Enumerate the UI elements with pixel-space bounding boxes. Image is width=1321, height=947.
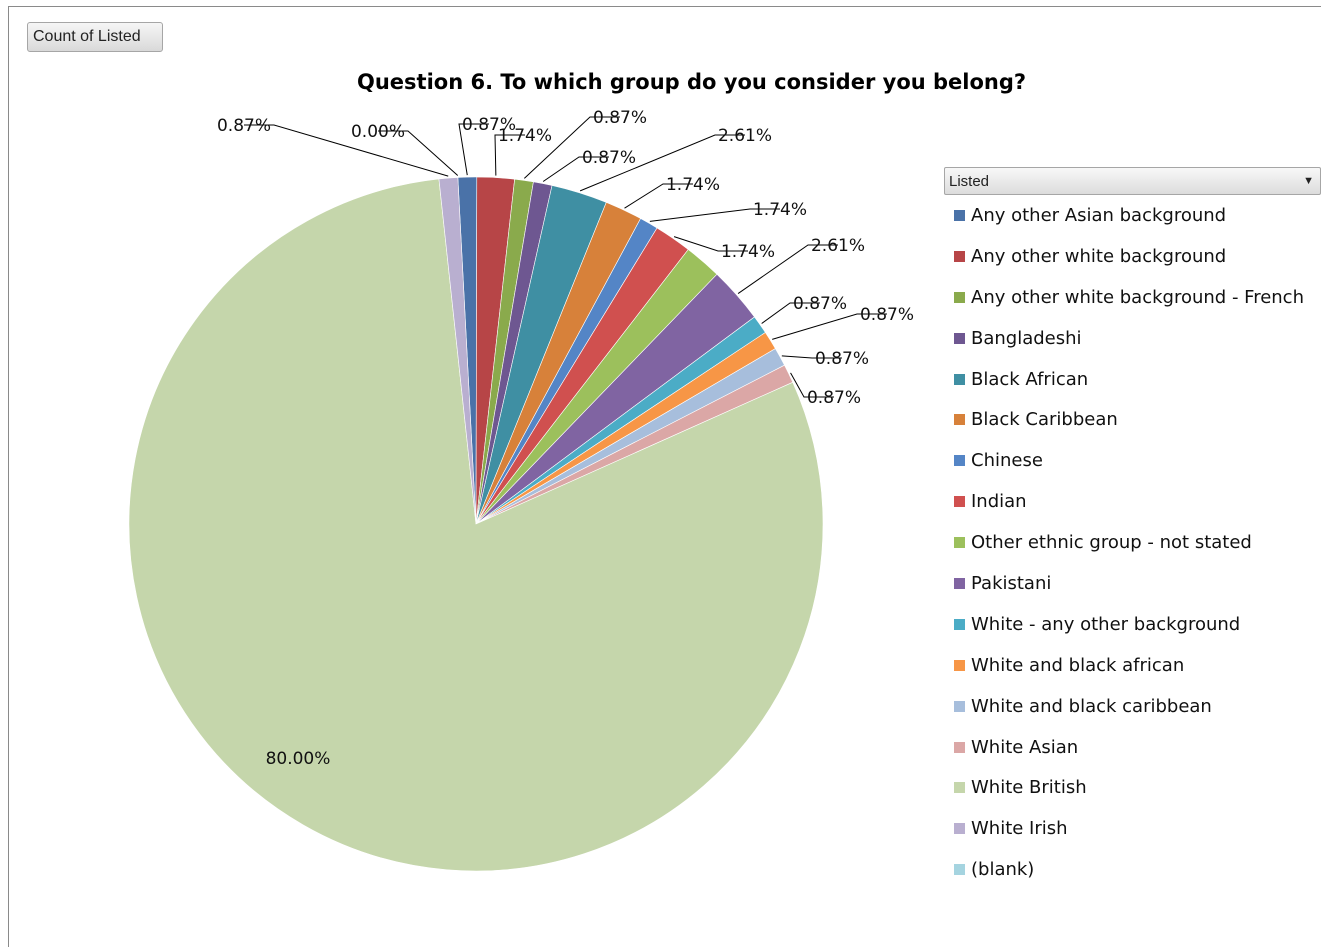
leader-line-blank bbox=[378, 130, 459, 176]
data-label-white-british: 80.00% bbox=[266, 749, 331, 769]
legend-item-indian[interactable]: Indian bbox=[944, 481, 1321, 522]
data-label-bangladeshi: 0.87% bbox=[582, 148, 636, 168]
legend-label: Indian bbox=[971, 491, 1027, 513]
data-label-white-and-black-caribbean: 0.87% bbox=[815, 349, 869, 369]
legend-item-any-other-white-background-french[interactable]: Any other white background - French bbox=[944, 277, 1321, 318]
legend-label: Chinese bbox=[971, 450, 1043, 472]
legend-swatch bbox=[954, 782, 965, 794]
legend-item-white-irish[interactable]: White Irish bbox=[944, 808, 1321, 849]
data-label-white-irish: 0.87% bbox=[217, 116, 271, 136]
legend-item-white-asian[interactable]: White Asian bbox=[944, 727, 1321, 768]
legend: Listed ▼ Any other Asian background Any o… bbox=[944, 167, 1321, 890]
leader-line-white-asian bbox=[790, 372, 834, 398]
leader-line-any-other-white-background-french bbox=[523, 116, 620, 179]
data-label-black-caribbean: 1.74% bbox=[666, 175, 720, 195]
legend-item-white-and-black-caribbean[interactable]: White and black caribbean bbox=[944, 686, 1321, 727]
legend-label: White and black african bbox=[971, 654, 1185, 676]
legend-label: (blank) bbox=[971, 859, 1035, 881]
pie-slices bbox=[128, 176, 824, 872]
legend-swatch bbox=[954, 332, 965, 344]
legend-swatch bbox=[954, 659, 965, 671]
leader-line-indian bbox=[673, 236, 748, 252]
legend-swatch bbox=[954, 291, 965, 303]
legend-header-label: Listed bbox=[949, 173, 990, 190]
leader-line-white-and-black-african bbox=[772, 313, 887, 340]
pie-slice-white-british[interactable] bbox=[128, 178, 824, 872]
data-label-white-asian: 0.87% bbox=[807, 388, 861, 408]
legend-label: Any other white background bbox=[971, 245, 1227, 267]
chart-title: Question 6. To which group do you consid… bbox=[357, 70, 1027, 94]
legend-label: Any other white background - French bbox=[971, 286, 1304, 308]
legend-list: Any other Asian background Any other whit… bbox=[944, 195, 1321, 890]
legend-swatch bbox=[954, 414, 965, 426]
legend-swatch bbox=[954, 209, 965, 221]
legend-item-white-any-other-background[interactable]: White - any other background bbox=[944, 604, 1321, 645]
data-label-any-other-asian-background: 0.87% bbox=[462, 115, 516, 135]
legend-label: White British bbox=[971, 777, 1087, 799]
data-label-white-any-other-background: 0.87% bbox=[793, 294, 847, 314]
data-label-pakistani: 2.61% bbox=[811, 236, 865, 256]
count-of-listed-field-button[interactable]: Count of Listed bbox=[27, 22, 163, 52]
legend-item-white-and-black-african[interactable]: White and black african bbox=[944, 645, 1321, 686]
data-label-chinese: 1.74% bbox=[753, 200, 807, 220]
leader-lines bbox=[244, 116, 887, 398]
legend-label: White and black caribbean bbox=[971, 695, 1212, 717]
legend-item-black-african[interactable]: Black African bbox=[944, 359, 1321, 400]
legend-item-any-other-white-background[interactable]: Any other white background bbox=[944, 236, 1321, 277]
legend-swatch bbox=[954, 823, 965, 835]
legend-label: White - any other background bbox=[971, 613, 1241, 635]
leader-line-any-other-white-background bbox=[494, 134, 525, 176]
leader-line-bangladeshi bbox=[542, 156, 609, 182]
data-label-black-african: 2.61% bbox=[718, 126, 772, 146]
legend-filter-dropdown[interactable]: Listed ▼ bbox=[944, 167, 1321, 195]
legend-label: Black Caribbean bbox=[971, 409, 1118, 431]
leader-line-black-african bbox=[579, 134, 745, 192]
legend-label: Other ethnic group - not stated bbox=[971, 532, 1252, 554]
data-label-any-other-white-background: 1.74% bbox=[498, 126, 552, 146]
legend-label: White Irish bbox=[971, 818, 1068, 840]
legend-item-pakistani[interactable]: Pakistani bbox=[944, 563, 1321, 604]
leader-line-white-any-other-background bbox=[761, 302, 820, 324]
legend-item-chinese[interactable]: Chinese bbox=[944, 440, 1321, 481]
legend-label: Black African bbox=[971, 368, 1089, 390]
data-label-indian: 1.74% bbox=[721, 242, 775, 262]
legend-swatch bbox=[954, 537, 965, 549]
legend-label: Any other Asian background bbox=[971, 204, 1227, 226]
legend-item-bangladeshi[interactable]: Bangladeshi bbox=[944, 318, 1321, 359]
leader-line-any-other-asian-background bbox=[458, 123, 489, 176]
leader-line-chinese bbox=[649, 208, 780, 222]
leader-line-pakistani bbox=[737, 244, 838, 294]
legend-swatch bbox=[954, 496, 965, 508]
legend-swatch bbox=[954, 577, 965, 589]
leader-line-white-irish bbox=[244, 124, 449, 177]
legend-item-white-british[interactable]: White British bbox=[944, 767, 1321, 808]
legend-item-blank[interactable]: (blank) bbox=[944, 849, 1321, 890]
legend-label: Pakistani bbox=[971, 572, 1052, 594]
leader-line-white-and-black-caribbean bbox=[781, 355, 842, 359]
legend-swatch bbox=[954, 741, 965, 753]
data-label-any-other-white-background-french: 0.87% bbox=[593, 108, 647, 128]
legend-swatch bbox=[954, 864, 965, 876]
legend-swatch bbox=[954, 700, 965, 712]
leader-line-black-caribbean bbox=[624, 183, 693, 209]
chevron-down-icon[interactable]: ▼ bbox=[1303, 175, 1314, 187]
chart-frame bbox=[8, 6, 1321, 947]
pie-slice-white-irish[interactable] bbox=[438, 177, 477, 525]
legend-swatch bbox=[954, 250, 965, 262]
legend-item-black-caribbean[interactable]: Black Caribbean bbox=[944, 399, 1321, 440]
legend-item-other-ethnic-group-not-stated[interactable]: Other ethnic group - not stated bbox=[944, 522, 1321, 563]
legend-label: Bangladeshi bbox=[971, 327, 1082, 349]
data-label-white-and-black-african: 0.87% bbox=[860, 305, 914, 325]
legend-swatch bbox=[954, 455, 965, 467]
legend-label: White Asian bbox=[971, 736, 1079, 758]
legend-swatch bbox=[954, 618, 965, 630]
legend-item-any-other-asian-background[interactable]: Any other Asian background bbox=[944, 195, 1321, 236]
data-label-blank: 0.00% bbox=[351, 122, 405, 142]
legend-swatch bbox=[954, 373, 965, 385]
